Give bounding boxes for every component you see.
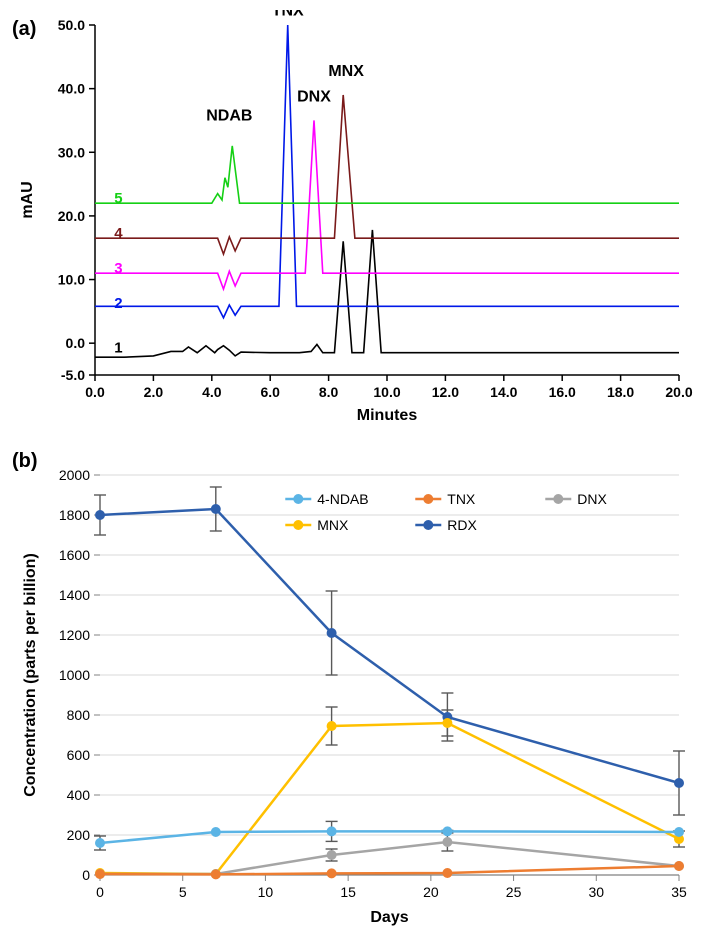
panel-b: (b) 0 5 10 15 20 25 30 35 0 200 400 600 800 1000 1200 1…: [10, 450, 699, 930]
svg-text:8.0: 8.0: [319, 384, 339, 400]
svg-text:4: 4: [114, 225, 123, 242]
svg-text:1400: 1400: [59, 587, 90, 603]
svg-text:TNX: TNX: [447, 491, 476, 507]
svg-text:40.0: 40.0: [58, 81, 85, 97]
svg-text:2000: 2000: [59, 467, 90, 483]
svg-text:0.0: 0.0: [85, 384, 105, 400]
svg-text:4.0: 4.0: [202, 384, 222, 400]
svg-text:6.0: 6.0: [260, 384, 280, 400]
svg-text:MNX: MNX: [317, 517, 349, 533]
svg-text:DNX: DNX: [297, 88, 331, 105]
svg-text:200: 200: [67, 827, 91, 843]
panel-a-label: (a): [12, 18, 36, 41]
svg-text:25: 25: [506, 884, 522, 900]
svg-text:TNX: TNX: [272, 10, 304, 19]
svg-text:50.0: 50.0: [58, 17, 85, 33]
svg-text:0.0: 0.0: [66, 335, 86, 351]
svg-text:16.0: 16.0: [549, 384, 576, 400]
svg-text:14.0: 14.0: [490, 384, 517, 400]
svg-text:600: 600: [67, 747, 91, 763]
svg-text:15: 15: [340, 884, 356, 900]
svg-text:mAU: mAU: [19, 181, 36, 218]
svg-text:30: 30: [588, 884, 604, 900]
panel-a: (a) 0.02.04.06.08.010.012.014.016.018.02…: [10, 10, 699, 430]
svg-text:20: 20: [423, 884, 439, 900]
chart-a-svg: 0.02.04.06.08.010.012.014.016.018.020.0-…: [10, 10, 699, 430]
svg-text:RDX: RDX: [447, 517, 477, 533]
svg-text:20.0: 20.0: [665, 384, 692, 400]
svg-text:1600: 1600: [59, 547, 90, 563]
svg-text:1000: 1000: [59, 667, 90, 683]
svg-text:3: 3: [114, 260, 122, 277]
svg-text:Concentration (parts per billi: Concentration (parts per billion): [22, 553, 39, 797]
svg-text:20.0: 20.0: [58, 208, 85, 224]
svg-text:NDAB: NDAB: [206, 107, 252, 124]
svg-text:30.0: 30.0: [58, 144, 85, 160]
svg-text:2.0: 2.0: [144, 384, 164, 400]
svg-text:400: 400: [67, 787, 91, 803]
svg-text:1200: 1200: [59, 627, 90, 643]
svg-text:DNX: DNX: [577, 491, 607, 507]
svg-text:0: 0: [96, 884, 104, 900]
figure-container: (a) 0.02.04.06.08.010.012.014.016.018.02…: [10, 10, 699, 930]
svg-text:4-NDAB: 4-NDAB: [317, 491, 368, 507]
svg-text:35: 35: [671, 884, 687, 900]
svg-text:800: 800: [67, 707, 91, 723]
svg-text:5: 5: [179, 884, 187, 900]
svg-text:2: 2: [114, 295, 122, 312]
panel-b-label: (b): [12, 450, 38, 473]
svg-text:1: 1: [114, 340, 122, 357]
svg-text:18.0: 18.0: [607, 384, 634, 400]
svg-text:1800: 1800: [59, 507, 90, 523]
svg-text:0: 0: [82, 867, 90, 883]
svg-text:Days: Days: [370, 909, 408, 926]
svg-text:10.0: 10.0: [373, 384, 400, 400]
svg-text:12.0: 12.0: [432, 384, 459, 400]
svg-text:10.0: 10.0: [58, 272, 85, 288]
svg-text:Minutes: Minutes: [357, 407, 418, 424]
svg-text:5: 5: [114, 190, 122, 207]
svg-text:10: 10: [258, 884, 274, 900]
svg-text:MNX: MNX: [328, 63, 364, 80]
svg-text:-5.0: -5.0: [61, 367, 85, 383]
chart-b-svg: 0 5 10 15 20 25 30 35 0 200 400 600 800 1000 1200 1400 1…: [10, 450, 699, 930]
